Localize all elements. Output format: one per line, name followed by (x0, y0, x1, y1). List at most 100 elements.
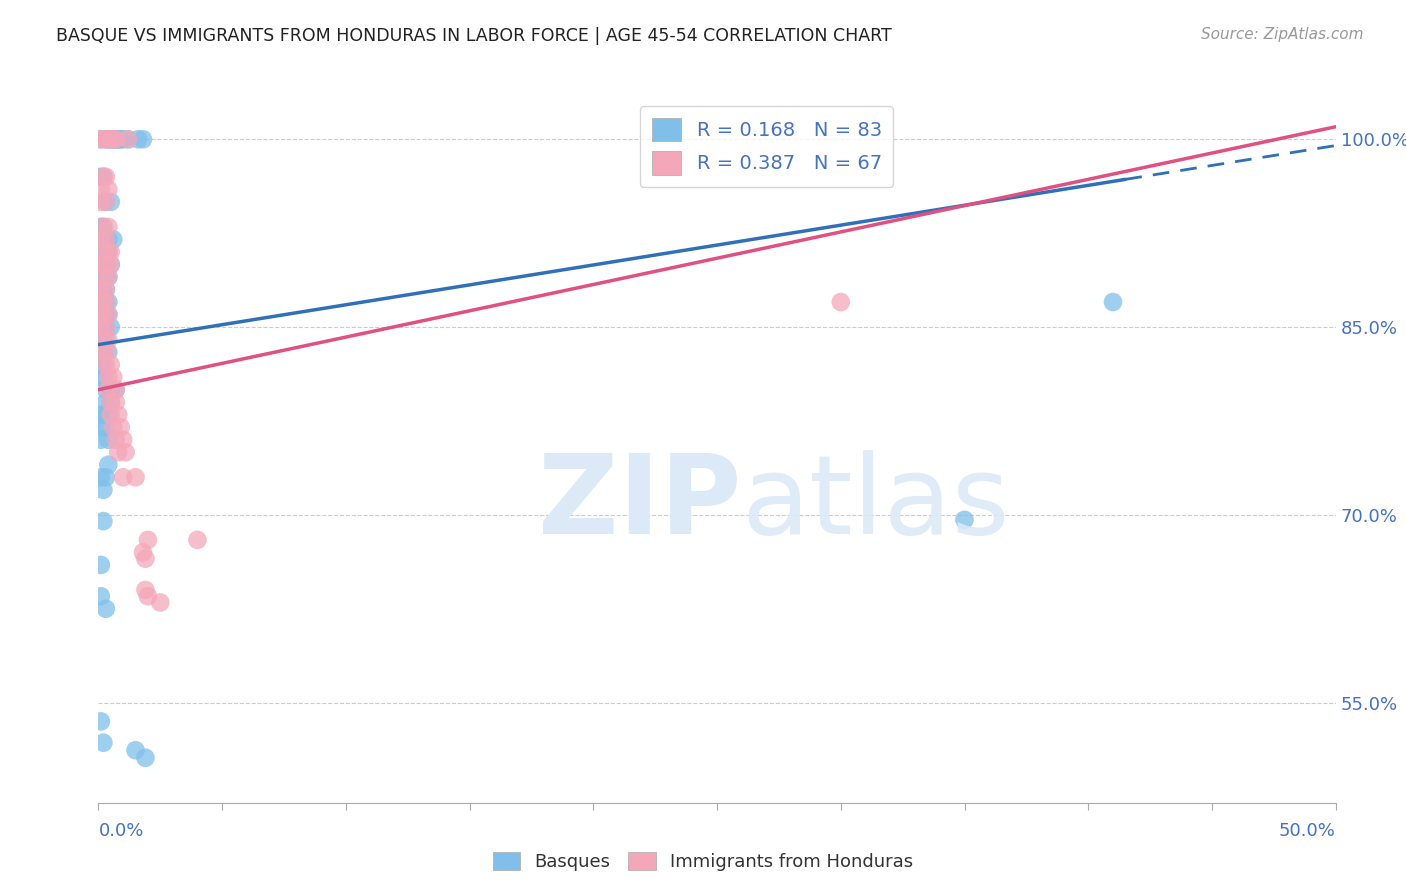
Point (93, 244, 115, 259)
Point (97, 132, 120, 146)
Point (94, 257, 117, 271)
Point (100, 257, 122, 271)
Point (107, 408, 129, 422)
Point (104, 132, 127, 146)
Point (90, 714, 112, 729)
Point (93, 308, 115, 322)
Point (90, 408, 112, 422)
Point (93, 270, 115, 285)
Point (94, 283, 117, 297)
Point (104, 132, 127, 146)
Point (94, 132, 117, 146)
Point (93, 514, 115, 528)
Point (94, 244, 117, 259)
Point (94, 345, 117, 359)
Point (93, 736, 115, 750)
Point (100, 358, 122, 372)
Point (107, 132, 129, 146)
Text: ZIP: ZIP (538, 450, 742, 557)
Point (100, 244, 122, 259)
Point (94, 194, 117, 209)
Point (94, 358, 117, 372)
Point (134, 582, 156, 597)
Point (90, 219, 112, 234)
Point (90, 433, 112, 447)
Point (90, 308, 112, 322)
Point (97, 232, 120, 246)
Point (100, 257, 122, 271)
Point (94, 270, 117, 285)
Point (93, 257, 115, 271)
Point (94, 470, 117, 484)
Point (97, 458, 120, 472)
Point (94, 232, 117, 246)
Point (107, 132, 129, 146)
Point (97, 345, 120, 359)
Point (103, 232, 125, 246)
Point (100, 383, 122, 397)
Point (90, 320, 112, 334)
Point (93, 320, 115, 334)
Point (97, 132, 120, 146)
Point (97, 333, 120, 347)
Point (90, 270, 112, 285)
Point (93, 283, 115, 297)
Point (103, 370, 125, 384)
Point (97, 308, 120, 322)
Point (90, 132, 112, 146)
Point (90, 169, 112, 184)
Point (97, 383, 120, 397)
Text: BASQUE VS IMMIGRANTS FROM HONDURAS IN LABOR FORCE | AGE 45-54 CORRELATION CHART: BASQUE VS IMMIGRANTS FROM HONDURAS IN LA… (56, 27, 891, 45)
Text: atlas: atlas (742, 450, 1011, 557)
Point (94, 383, 117, 397)
Point (93, 345, 115, 359)
Point (90, 420, 112, 434)
Point (93, 244, 115, 259)
Point (97, 219, 120, 234)
Point (94, 320, 117, 334)
Point (93, 345, 115, 359)
Point (94, 295, 117, 310)
Point (100, 395, 122, 409)
Point (104, 433, 127, 447)
Legend: Basques, Immigrants from Honduras: Basques, Immigrants from Honduras (485, 845, 921, 879)
Point (97, 370, 120, 384)
Point (186, 533, 208, 547)
Point (90, 333, 112, 347)
Point (94, 194, 117, 209)
Point (94, 169, 117, 184)
Point (93, 219, 115, 234)
Point (134, 551, 156, 566)
Point (94, 283, 117, 297)
Point (93, 169, 115, 184)
Point (94, 257, 117, 271)
Point (90, 370, 112, 384)
Point (104, 383, 127, 397)
Point (134, 750, 156, 764)
Point (93, 295, 115, 310)
Point (110, 420, 132, 434)
Point (103, 420, 125, 434)
Point (117, 132, 139, 146)
Point (93, 308, 115, 322)
Point (97, 270, 120, 285)
Point (93, 270, 115, 285)
Point (136, 533, 159, 547)
Point (94, 420, 117, 434)
Point (149, 595, 172, 609)
Point (97, 270, 120, 285)
Point (90, 308, 112, 322)
Point (93, 333, 115, 347)
Point (1102, 295, 1125, 310)
Point (100, 194, 122, 209)
Point (124, 743, 146, 757)
Point (90, 283, 112, 297)
Point (110, 132, 132, 146)
Point (90, 257, 112, 271)
Point (94, 132, 117, 146)
Point (90, 295, 112, 310)
Point (100, 132, 122, 146)
Point (117, 132, 139, 146)
Point (100, 408, 122, 422)
Point (94, 232, 117, 246)
